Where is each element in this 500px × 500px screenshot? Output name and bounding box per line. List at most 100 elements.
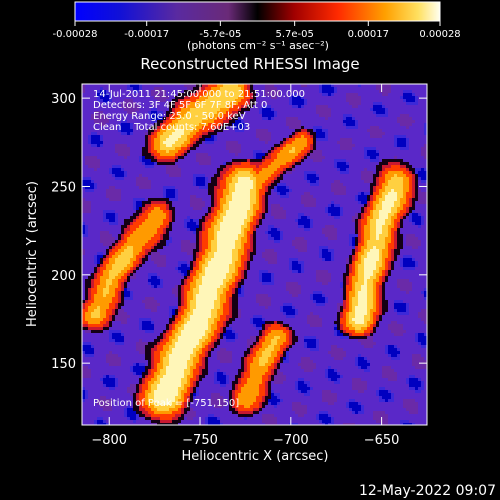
heatmap-cell	[199, 96, 203, 100]
heatmap-cell	[310, 171, 314, 175]
heatmap-cell	[424, 126, 427, 130]
heatmap-cell	[184, 132, 188, 136]
heatmap-cell	[421, 99, 425, 103]
heatmap-cell	[310, 192, 314, 196]
heatmap-cell	[316, 120, 320, 124]
heatmap-cell	[136, 87, 140, 91]
heatmap-cell	[295, 177, 299, 181]
heatmap-cell	[349, 201, 353, 205]
heatmap-cell	[343, 180, 347, 184]
heatmap-cell	[349, 99, 353, 103]
heatmap-cell	[394, 174, 398, 178]
heatmap-cell	[202, 153, 206, 157]
heatmap-cell	[298, 186, 302, 190]
heatmap-cell	[238, 162, 242, 166]
heatmap-cell	[376, 138, 380, 142]
heatmap-cell	[265, 138, 269, 142]
heatmap-cell	[244, 138, 248, 142]
heatmap-cell	[235, 198, 239, 202]
heatmap-cell	[247, 177, 251, 181]
heatmap-cell	[382, 96, 386, 100]
heatmap-cell	[328, 141, 332, 145]
heatmap-cell	[154, 213, 158, 217]
heatmap-cell	[256, 168, 260, 172]
heatmap-cell	[118, 123, 122, 127]
heatmap-cell	[292, 147, 296, 151]
heatmap-cell	[172, 102, 176, 106]
heatmap-cell	[403, 198, 407, 202]
heatmap-cell	[193, 150, 197, 154]
heatmap-cell	[175, 162, 179, 166]
heatmap-cell	[265, 207, 269, 211]
heatmap-cell	[82, 168, 86, 172]
heatmap-cell	[283, 123, 287, 127]
heatmap-cell	[409, 177, 413, 181]
heatmap-cell	[106, 168, 110, 172]
heatmap-cell	[337, 105, 341, 109]
heatmap-cell	[253, 174, 257, 178]
heatmap-cell	[334, 144, 338, 148]
heatmap-cell	[418, 117, 422, 121]
heatmap-cell	[271, 192, 275, 196]
heatmap-cell	[247, 126, 251, 130]
heatmap-cell	[370, 114, 374, 118]
heatmap-cell	[139, 171, 143, 175]
heatmap-cell	[127, 201, 131, 205]
heatmap-cell	[373, 207, 377, 211]
heatmap-cell	[310, 105, 314, 109]
heatmap-cell	[157, 162, 161, 166]
heatmap-cell	[232, 123, 236, 127]
heatmap-cell	[223, 138, 227, 142]
heatmap-cell	[265, 153, 269, 157]
heatmap-cell	[283, 201, 287, 205]
heatmap-cell	[337, 189, 341, 193]
heatmap-cell	[187, 147, 191, 151]
heatmap-cell	[229, 207, 233, 211]
heatmap-cell	[346, 189, 350, 193]
heatmap-cell	[313, 105, 317, 109]
heatmap-cell	[169, 111, 173, 115]
heatmap-cell	[328, 162, 332, 166]
heatmap-cell	[85, 135, 89, 139]
heatmap-cell	[196, 90, 200, 94]
heatmap-cell	[352, 168, 356, 172]
heatmap-cell	[130, 117, 134, 121]
heatmap-cell	[88, 186, 92, 190]
heatmap-cell	[391, 144, 395, 148]
heatmap-cell	[136, 162, 140, 166]
heatmap-cell	[406, 141, 410, 145]
heatmap-cell	[121, 159, 125, 163]
heatmap-cell	[385, 108, 389, 112]
heatmap-cell	[94, 138, 98, 142]
heatmap-cell	[382, 210, 386, 214]
heatmap-cell	[145, 192, 149, 196]
heatmap-cell	[259, 171, 263, 175]
heatmap-cell	[319, 120, 323, 124]
heatmap-cell	[286, 180, 290, 184]
heatmap-cell	[199, 105, 203, 109]
heatmap-cell	[334, 84, 338, 88]
heatmap-cell	[424, 192, 427, 196]
heatmap-cell	[238, 192, 242, 196]
heatmap-cell	[232, 207, 236, 211]
heatmap-cell	[94, 117, 98, 121]
heatmap-cell	[190, 147, 194, 151]
heatmap-cell	[298, 189, 302, 193]
heatmap-cell	[382, 120, 386, 124]
heatmap-cell	[148, 141, 152, 145]
heatmap-cell	[277, 168, 281, 172]
heatmap-cell	[169, 138, 173, 142]
heatmap-cell	[316, 180, 320, 184]
heatmap-cell	[400, 180, 404, 184]
heatmap-cell	[349, 135, 353, 139]
heatmap-cell	[391, 180, 395, 184]
heatmap-cell	[142, 192, 146, 196]
heatmap-cell	[208, 108, 212, 112]
heatmap-cell	[322, 189, 326, 193]
heatmap	[82, 84, 427, 425]
heatmap-cell	[268, 84, 272, 88]
heatmap-cell	[250, 84, 254, 88]
heatmap-cell	[313, 96, 317, 100]
heatmap-cell	[259, 156, 263, 160]
heatmap-cell	[388, 141, 392, 145]
